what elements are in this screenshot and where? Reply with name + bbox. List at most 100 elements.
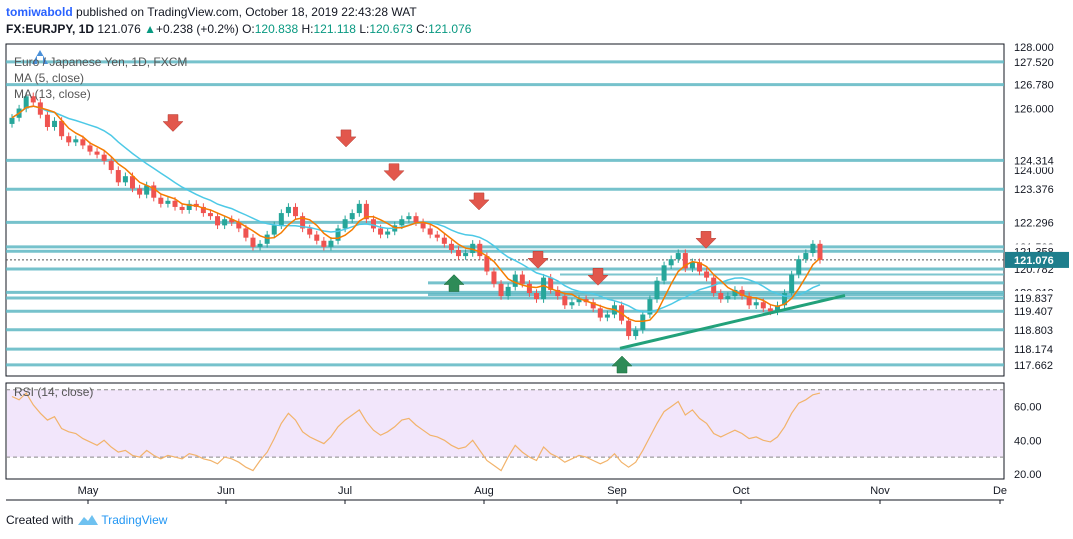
candle-body	[803, 253, 809, 260]
candle-body	[335, 228, 341, 241]
level-label-bg	[1005, 322, 1067, 337]
level-label: 119.407	[1014, 306, 1053, 318]
candle-body	[760, 302, 766, 309]
tradingview-brand[interactable]: TradingView	[101, 513, 168, 527]
level-label-bg	[1005, 182, 1067, 197]
level-label-bg	[1005, 54, 1067, 69]
candle-body	[229, 219, 235, 223]
candle-body	[782, 293, 788, 306]
candle-body	[548, 277, 554, 290]
candle-body	[512, 274, 518, 287]
candle-body	[293, 206, 299, 217]
publish-info: published on TradingView.com, October 18…	[76, 5, 417, 19]
open-value: 120.838	[254, 22, 299, 36]
candle-body	[356, 203, 362, 214]
level-label-bg	[1005, 153, 1067, 168]
indicator-label: MA (5, close)	[14, 71, 84, 85]
candle-body	[250, 237, 256, 247]
candle-body	[633, 329, 639, 337]
x-tick-label: Jul	[338, 485, 352, 497]
candle-body	[654, 280, 660, 300]
sell-arrow-icon	[527, 251, 549, 269]
candle-body	[668, 259, 674, 266]
candle-body	[420, 222, 426, 229]
x-tick-label: Oct	[732, 485, 749, 497]
candle-body	[704, 271, 710, 278]
candle-body	[278, 213, 284, 226]
level-label: 117.662	[1014, 360, 1053, 372]
candle-body	[307, 228, 313, 235]
candle-body	[200, 206, 206, 214]
candle-body	[817, 243, 823, 260]
candle-body	[753, 302, 759, 306]
author-link[interactable]: tomiwabold	[6, 5, 73, 19]
candle-body	[555, 289, 561, 297]
tradingview-logo-icon	[78, 515, 99, 525]
candle-body	[434, 234, 440, 238]
candle-body	[470, 243, 476, 254]
candle-body	[675, 253, 681, 260]
candle-body	[73, 139, 79, 143]
chart-title: Euro / Japanese Yen, 1D, FXCM	[14, 55, 187, 69]
level-label: 126.780	[1014, 80, 1054, 92]
candle-body	[264, 234, 270, 244]
candle-body	[484, 256, 490, 272]
rsi-tick-label: 20.00	[1014, 469, 1042, 481]
candle-body	[314, 234, 320, 241]
candle-body	[604, 314, 610, 318]
x-tick-label: Jun	[217, 485, 235, 497]
level-label: 124.314	[1014, 155, 1054, 167]
buy-arrow-icon	[611, 355, 633, 374]
close-label: C:	[416, 22, 429, 36]
candle-body	[640, 314, 646, 330]
candle-body	[215, 216, 221, 226]
candle-body	[257, 243, 263, 247]
candle-body	[399, 219, 405, 226]
candle-body	[222, 219, 228, 226]
x-tick-label: Aug	[474, 485, 494, 497]
low-label: L:	[359, 22, 370, 36]
buy-arrow-icon	[443, 274, 465, 292]
candle-body	[172, 200, 178, 207]
indicator-label: MA (13, close)	[14, 87, 91, 101]
ma13-line	[11, 105, 821, 313]
candle-body	[519, 274, 525, 284]
candle-body	[9, 117, 15, 124]
x-tick-label: May	[78, 485, 99, 497]
candle-body	[321, 240, 327, 247]
sell-arrow-icon	[383, 163, 405, 182]
candle-body	[52, 120, 58, 127]
sell-arrow-icon	[695, 231, 717, 249]
candle-body	[165, 200, 171, 204]
ascending-trendline	[619, 293, 846, 350]
ma5-line	[11, 105, 821, 323]
level-label-bg	[1005, 342, 1067, 357]
candle-body	[243, 228, 249, 238]
level-label: 123.376	[1014, 184, 1054, 196]
candle-body	[463, 253, 469, 257]
candle-body	[179, 206, 185, 210]
candle-body	[342, 219, 348, 229]
rsi-band	[7, 389, 1003, 458]
candle-body	[810, 243, 816, 254]
candle-body	[626, 320, 632, 337]
low-value: 120.673	[369, 22, 413, 36]
candle-body	[413, 216, 419, 223]
candle-body	[66, 136, 72, 143]
price-tag-label: 121.076	[1014, 255, 1054, 267]
high-value: 121.118	[313, 22, 356, 36]
candle-body	[796, 259, 802, 275]
level-label: 118.803	[1014, 325, 1053, 337]
candle-body	[427, 228, 433, 235]
candle-body	[370, 219, 376, 229]
candle-body	[661, 265, 667, 281]
candle-body	[746, 296, 752, 306]
candle-body	[725, 296, 731, 300]
candle-body	[115, 170, 121, 183]
last-price: 121.076	[97, 22, 141, 36]
candle-body	[186, 203, 192, 210]
sell-arrow-icon	[335, 129, 357, 148]
candle-body	[526, 283, 532, 293]
candle-body	[158, 197, 164, 204]
